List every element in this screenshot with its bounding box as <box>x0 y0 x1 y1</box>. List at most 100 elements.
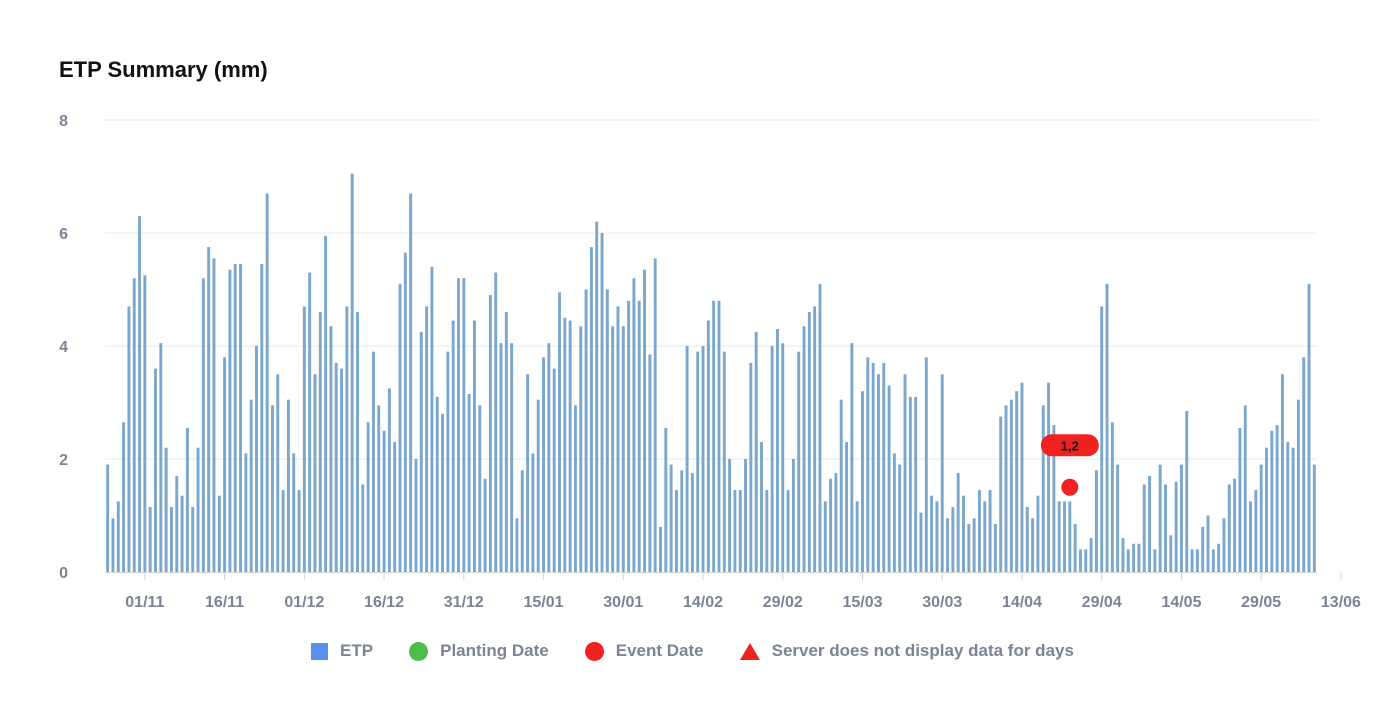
etp-bar[interactable] <box>472 320 476 572</box>
etp-bar[interactable] <box>967 523 971 572</box>
etp-bar[interactable] <box>425 306 429 572</box>
etp-bar[interactable] <box>398 283 402 572</box>
etp-bar[interactable] <box>1270 430 1274 572</box>
etp-bar[interactable] <box>403 252 407 572</box>
etp-bar[interactable] <box>1222 518 1226 572</box>
etp-bar[interactable] <box>217 495 221 572</box>
etp-bar[interactable] <box>1233 478 1237 572</box>
etp-bar[interactable] <box>148 507 152 572</box>
etp-bar[interactable] <box>122 422 126 572</box>
etp-bar[interactable] <box>839 399 843 572</box>
etp-bar[interactable] <box>334 362 338 572</box>
etp-bar[interactable] <box>861 391 864 572</box>
etp-bar[interactable] <box>1265 447 1268 572</box>
etp-bar[interactable] <box>770 346 774 572</box>
etp-bar[interactable] <box>935 501 939 573</box>
etp-bar[interactable] <box>297 490 301 572</box>
etp-bar[interactable] <box>573 405 577 572</box>
etp-bar[interactable] <box>983 501 987 573</box>
etp-bar[interactable] <box>350 173 354 572</box>
etp-bar[interactable] <box>946 518 950 572</box>
etp-bar[interactable] <box>138 216 142 573</box>
etp-bar[interactable] <box>632 278 636 572</box>
etp-bar[interactable] <box>845 442 849 572</box>
etp-bar[interactable] <box>701 346 705 572</box>
etp-bar[interactable] <box>483 478 487 572</box>
etp-bar[interactable] <box>260 264 264 572</box>
etp-bar[interactable] <box>712 300 716 572</box>
etp-bar[interactable] <box>1015 391 1019 572</box>
etp-bar[interactable] <box>1238 427 1242 572</box>
etp-bar[interactable] <box>558 292 561 572</box>
etp-bar[interactable] <box>951 507 955 572</box>
etp-bar[interactable] <box>223 357 227 572</box>
legend-item-missing-data[interactable]: Server does not display data for days <box>739 641 1074 661</box>
etp-bar[interactable] <box>387 388 391 573</box>
etp-bar[interactable] <box>733 490 737 572</box>
etp-bar[interactable] <box>1164 484 1167 572</box>
etp-bar[interactable] <box>898 464 902 572</box>
etp-bar[interactable] <box>159 343 163 572</box>
etp-bar[interactable] <box>738 490 742 572</box>
etp-bar[interactable] <box>196 447 200 572</box>
etp-bar[interactable] <box>1217 543 1221 572</box>
etp-bar[interactable] <box>605 289 609 573</box>
etp-bar[interactable] <box>356 312 359 572</box>
etp-bar[interactable] <box>515 518 519 572</box>
etp-bar[interactable] <box>1084 549 1088 572</box>
etp-bar[interactable] <box>366 422 370 572</box>
etp-bar[interactable] <box>669 464 673 572</box>
etp-bar[interactable] <box>1068 501 1072 573</box>
etp-bar[interactable] <box>993 523 997 572</box>
etp-bar[interactable] <box>674 490 678 572</box>
etp-bar[interactable] <box>478 405 482 572</box>
etp-bar[interactable] <box>706 320 710 572</box>
etp-bar[interactable] <box>690 473 694 573</box>
etp-bar[interactable] <box>866 357 870 572</box>
etp-bar[interactable] <box>829 478 833 572</box>
etp-bar[interactable] <box>1312 464 1316 572</box>
etp-bar[interactable] <box>552 368 556 572</box>
etp-bar[interactable] <box>1158 464 1162 572</box>
etp-bar[interactable] <box>611 326 615 572</box>
etp-bar[interactable] <box>908 396 912 572</box>
etp-bar[interactable] <box>409 193 413 572</box>
etp-bar[interactable] <box>265 193 269 572</box>
etp-bar[interactable] <box>494 272 498 572</box>
etp-bar[interactable] <box>1116 464 1120 572</box>
etp-bar[interactable] <box>457 278 460 572</box>
etp-bar[interactable] <box>1020 382 1024 572</box>
etp-bar[interactable] <box>956 473 960 573</box>
etp-bar[interactable] <box>1105 283 1109 572</box>
etp-bar[interactable] <box>441 413 445 572</box>
legend-item-event-date[interactable]: Event Date <box>584 641 704 661</box>
etp-bar[interactable] <box>807 312 811 572</box>
etp-bar[interactable] <box>1009 399 1013 572</box>
etp-bar[interactable] <box>302 306 306 572</box>
etp-bar[interactable] <box>1100 306 1104 572</box>
etp-bar[interactable] <box>345 306 349 572</box>
etp-bar[interactable] <box>526 374 530 572</box>
etp-bar[interactable] <box>1307 283 1311 572</box>
etp-bar[interactable] <box>887 385 891 572</box>
etp-bar[interactable] <box>1211 549 1215 572</box>
etp-bar[interactable] <box>680 470 684 572</box>
etp-bar[interactable] <box>132 278 136 572</box>
etp-bar[interactable] <box>823 501 827 573</box>
etp-bar[interactable] <box>1169 535 1173 572</box>
etp-bar[interactable] <box>749 362 753 572</box>
etp-bar[interactable] <box>589 247 593 573</box>
etp-bar[interactable] <box>419 331 423 573</box>
etp-bar[interactable] <box>536 399 540 572</box>
etp-bar[interactable] <box>722 351 726 572</box>
etp-bar[interactable] <box>212 258 216 572</box>
etp-bar[interactable] <box>531 453 535 572</box>
etp-bar[interactable] <box>106 464 110 572</box>
etp-bar[interactable] <box>329 326 333 572</box>
etp-bar[interactable] <box>903 374 907 572</box>
etp-bar[interactable] <box>520 470 524 572</box>
etp-bar[interactable] <box>834 473 838 573</box>
legend-item-etp[interactable]: ETP <box>311 641 373 661</box>
etp-bar[interactable] <box>765 490 769 572</box>
etp-bar[interactable] <box>1201 526 1205 572</box>
